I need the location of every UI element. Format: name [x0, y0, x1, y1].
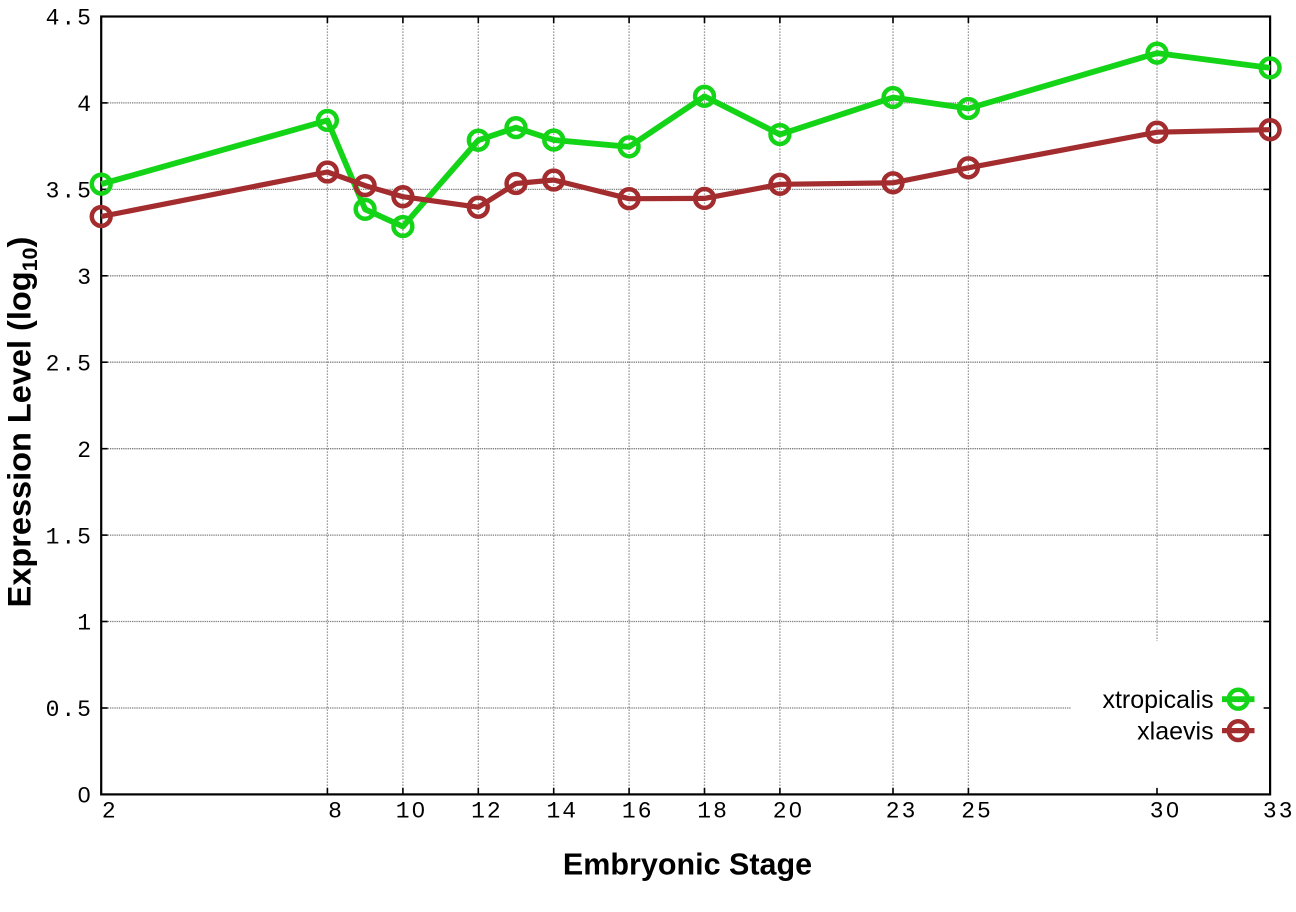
svg-text:xlaevis: xlaevis [1137, 717, 1213, 745]
svg-text:Expression Level (log10): Expression Level (log10) [2, 237, 43, 608]
svg-text:23: 23 [886, 799, 918, 825]
svg-text:1.5: 1.5 [46, 524, 93, 550]
svg-text:1: 1 [77, 611, 93, 637]
svg-text:Embryonic Stage: Embryonic Stage [563, 848, 812, 882]
svg-text:4.5: 4.5 [46, 6, 93, 32]
svg-text:12: 12 [471, 799, 503, 825]
svg-text:4: 4 [77, 92, 93, 118]
svg-text:8: 8 [328, 799, 344, 825]
svg-text:10: 10 [396, 799, 428, 825]
svg-text:16: 16 [622, 799, 654, 825]
svg-text:3: 3 [77, 265, 93, 291]
svg-text:2: 2 [77, 438, 93, 464]
svg-text:30: 30 [1150, 799, 1182, 825]
svg-text:2: 2 [102, 799, 118, 825]
svg-text:3.5: 3.5 [46, 179, 93, 205]
svg-text:33: 33 [1263, 799, 1295, 825]
svg-text:xtropicalis: xtropicalis [1102, 686, 1213, 714]
svg-text:2.5: 2.5 [46, 351, 93, 377]
svg-text:14: 14 [546, 799, 578, 825]
svg-text:0.5: 0.5 [46, 697, 93, 723]
svg-text:18: 18 [697, 799, 729, 825]
svg-text:25: 25 [961, 799, 993, 825]
svg-text:20: 20 [773, 799, 805, 825]
